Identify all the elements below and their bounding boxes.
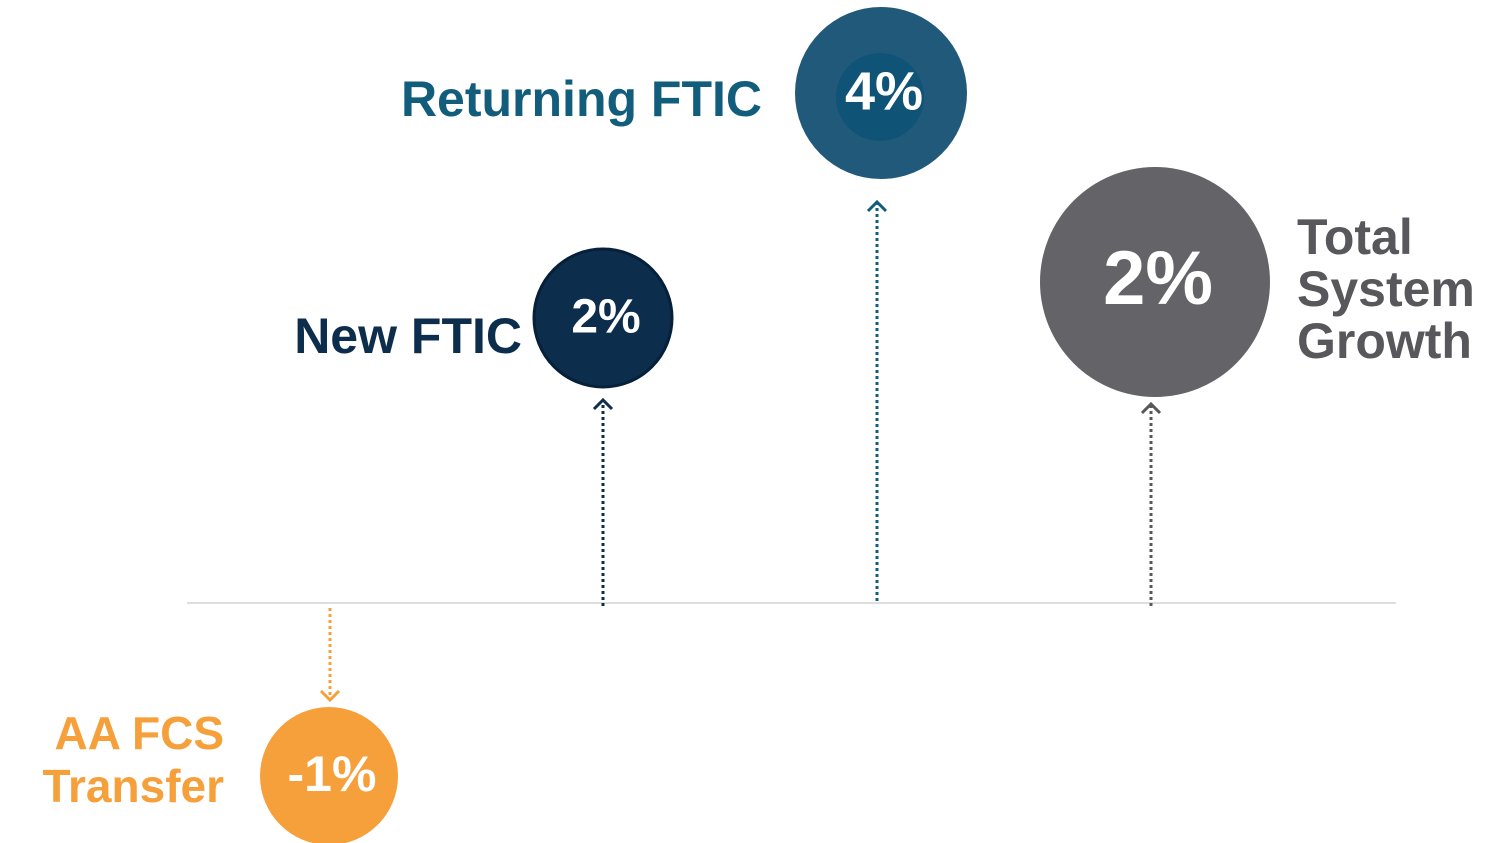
item-label: Growth — [1297, 313, 1472, 369]
bubble-inner — [836, 53, 924, 141]
bubble — [260, 707, 398, 843]
arrow-head — [866, 199, 888, 213]
item-label: Total — [1297, 209, 1413, 265]
bubble — [532, 247, 674, 389]
bubble-value: 4% — [845, 61, 923, 121]
arrow-head — [1140, 401, 1162, 415]
item-label: Returning FTIC — [401, 71, 762, 127]
bubble — [1040, 167, 1270, 397]
bubble-value: 2% — [1103, 236, 1213, 321]
arrow-head — [319, 689, 341, 703]
item-label: AA FCS — [54, 707, 224, 759]
item-label: New FTIC — [294, 308, 522, 364]
item-label: System — [1297, 261, 1475, 317]
bubble-value: -1% — [288, 746, 377, 802]
arrow-head — [592, 397, 614, 411]
item-label: Transfer — [42, 760, 224, 812]
bubble-value: 2% — [571, 291, 640, 344]
